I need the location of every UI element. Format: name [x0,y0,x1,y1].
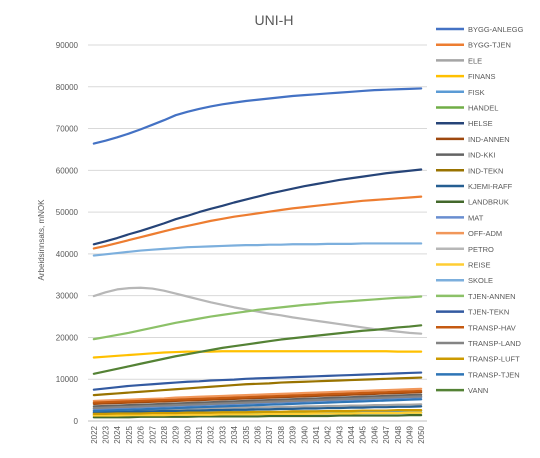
series-line-transp-hav [92,389,423,404]
y-tick-label: 10000 [56,375,79,384]
series-line-tjen-tekn [92,371,423,391]
x-tick-label: 2043 [335,425,344,443]
x-tick-label: 2039 [289,425,298,443]
legend-label: TJEN-ANNEN [468,292,516,301]
series-line-bygg-tjen [92,195,423,250]
y-tick-label: 70000 [56,125,79,134]
y-tick-label: 30000 [56,292,79,301]
legend-label: LANDBRUK [468,198,509,207]
series-line-ind-annen [92,391,423,405]
chart-title: UNI-H [255,12,294,28]
x-tick-label: 2046 [370,425,379,443]
legend: BYGG-ANLEGG BYGG-TJEN ELE FINANS FISK HANDEL H… [436,25,524,395]
x-tick-label: 2030 [183,425,192,443]
x-tick-label: 2042 [324,425,333,443]
series-line-transp-luft [92,409,423,415]
x-tick-label: 2033 [218,425,227,443]
x-tick-label: 2038 [277,425,286,443]
legend-label: REISE [468,261,491,270]
x-tick-label: 2034 [230,425,239,443]
x-tick-label: 2024 [113,425,122,443]
x-tick-label: 2029 [172,425,181,443]
legend-label: TRANSP-LUFT [468,355,520,364]
x-tick-label: 2041 [312,425,321,443]
legend-label: FISK [468,88,485,97]
y-tick-label: 90000 [56,41,79,50]
series-line-kjemi-raff [92,405,423,414]
x-tick-label: 2048 [394,425,403,443]
y-tick-label: 0 [74,417,79,426]
series-line-vann [92,324,423,375]
legend-label: BYGG-ANLEGG [468,25,524,34]
x-tick-label: 2050 [417,425,426,443]
x-tick-label: 2035 [242,425,251,443]
y-axis-label: Arbeidsinnsats, mNOK [37,199,46,281]
y-tick-label: 80000 [56,83,79,92]
legend-label: BYGG-TJEN [468,41,511,50]
series-line-bygg-anlegg [92,87,423,145]
x-tick-label: 2025 [125,425,134,443]
x-tick-label: 2027 [148,425,157,443]
series-line-finans [92,350,423,359]
x-tick-label: 2036 [254,425,263,443]
y-tick-label: 60000 [56,166,79,175]
legend-label: ELE [468,56,482,65]
y-tick-label: 40000 [56,250,79,259]
x-tick-label: 2049 [405,425,414,443]
legend-label: FINANS [468,72,496,81]
x-axis-ticks: 2022 2023 2024 2025 2026 2027 2028 2029 2030 2031… [90,425,426,443]
x-tick-label: 2031 [195,425,204,443]
legend-label: IND-TEKN [468,166,503,175]
x-tick-label: 2023 [102,425,111,443]
legend-label: VANN [468,386,488,395]
series-line-petro [92,286,423,335]
series-line-tjen-annen [92,295,423,341]
legend-label: PETRO [468,245,494,254]
legend-label: MAT [468,213,484,222]
series-line-transp-land [92,395,423,410]
x-tick-label: 2037 [265,425,274,443]
legend-label: TRANSP-LAND [468,339,522,348]
x-tick-label: 2028 [160,425,169,443]
legend-label: TJEN-TEKN [468,308,509,317]
series-line-ind-tekn [92,376,423,397]
series-line-landbruk [92,414,423,419]
series-line-off-adm [92,387,423,403]
legend-label: IND-ANNEN [468,135,510,144]
x-tick-label: 2047 [382,425,391,443]
series-lines [92,87,423,419]
y-tick-label: 20000 [56,333,79,342]
y-tick-label: 50000 [56,208,79,217]
x-tick-label: 2044 [347,425,356,443]
x-tick-label: 2022 [90,425,99,443]
series-line-skole [92,242,423,257]
series-line-ind-kki [92,393,423,408]
legend-label: OFF-ADM [468,229,502,238]
y-axis-ticks: 0 10000 20000 30000 40000 50000 60000 70000 8000… [56,41,79,426]
legend-label: TRANSP-HAV [468,323,516,332]
x-tick-label: 2032 [207,425,216,443]
series-line-transp-tjen [92,398,423,413]
x-tick-label: 2026 [137,425,146,443]
series-line-reise [92,411,423,417]
legend-label: KJEMI-RAFF [468,182,513,191]
x-tick-label: 2040 [300,425,309,443]
series-line-helse [92,168,423,246]
legend-label: HANDEL [468,104,498,113]
legend-label: IND-KKI [468,151,496,160]
legend-label: HELSE [468,119,493,128]
x-tick-label: 2045 [359,425,368,443]
legend-label: SKOLE [468,276,493,285]
legend-label: TRANSP-TJEN [468,370,520,379]
